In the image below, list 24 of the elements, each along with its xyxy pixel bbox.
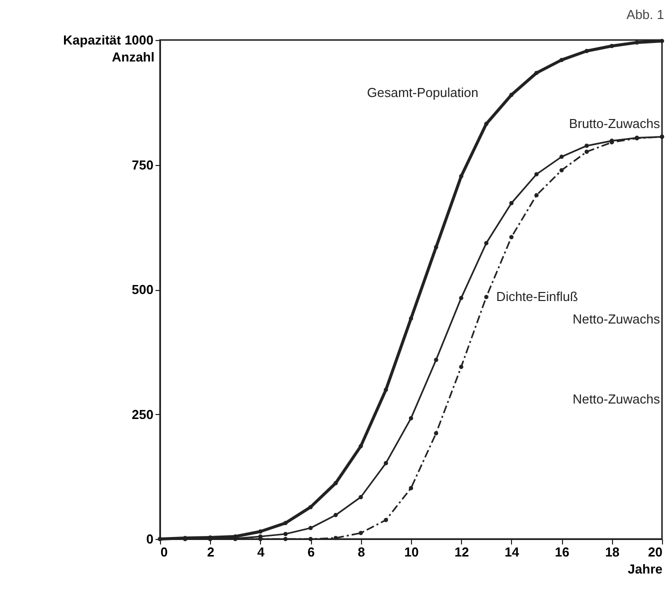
x-tick-label: 16	[554, 544, 570, 560]
x-tick-label: 4	[257, 544, 266, 560]
x-tick-label: 18	[605, 544, 620, 560]
x-tick-label: 8	[358, 544, 365, 560]
x-tick-label: 14	[504, 544, 520, 560]
x-tick-label: 10	[404, 544, 419, 560]
series-label: Gesamt-Population	[367, 84, 478, 100]
x-tick-label: 12	[454, 544, 469, 560]
x-tick-label: 6	[307, 544, 315, 560]
x-tick-label: 20	[648, 544, 662, 560]
series-label: Brutto-Zuwachs	[568, 116, 660, 132]
y-tick-label: 250	[132, 406, 154, 422]
chart-title: Abb. 1	[626, 7, 664, 22]
annotation: Netto-Zuwachs	[572, 311, 660, 326]
x-tick-label: 0	[160, 544, 168, 560]
x-axis-title: Jahre	[628, 562, 662, 576]
y-tick-label: 0	[146, 532, 154, 546]
y-tick-label: Kapazität 1000	[63, 32, 154, 48]
annotation: Netto-Zuwachs	[572, 391, 660, 406]
y-axis-title: Anzahl	[112, 50, 154, 64]
y-tick-label: 500	[132, 282, 154, 297]
series-label: Dichte-Einfluß	[496, 288, 578, 304]
x-tick-label: 2	[207, 544, 214, 560]
y-tick-label: 750	[132, 157, 154, 172]
